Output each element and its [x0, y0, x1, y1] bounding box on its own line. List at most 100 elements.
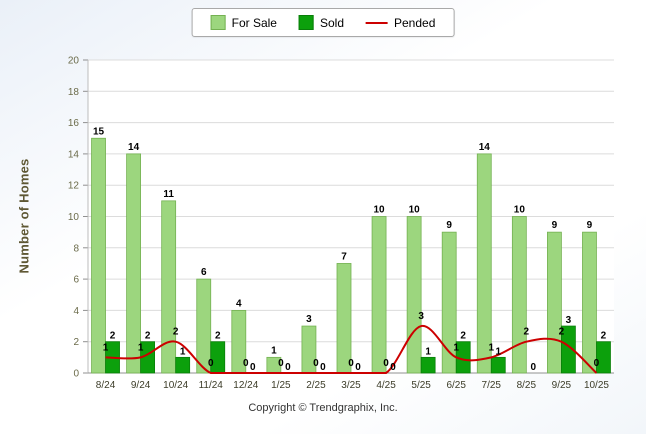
chart-canvas: 0246810121416182015218/2414219/24111210/…: [68, 56, 614, 391]
x-tick-label: 9/24: [131, 380, 151, 391]
y-tick-label: 0: [73, 369, 79, 380]
sold-value-label: 2: [215, 331, 221, 342]
sold-value-label: 0: [355, 362, 361, 373]
x-tick-label: 7/25: [482, 380, 502, 391]
pended-value-label: 0: [594, 358, 600, 369]
for-sale-bar: [476, 153, 492, 374]
x-tick-label: 11/24: [199, 380, 224, 391]
x-tick-label: 4/25: [376, 380, 396, 391]
pended-value-label: 0: [383, 358, 389, 369]
for-sale-value-label: 6: [201, 267, 207, 278]
for-sale-value-label: 1: [271, 345, 277, 356]
pended-value-label: 0: [208, 358, 214, 369]
sold-value-label: 0: [390, 362, 396, 373]
y-tick-label: 20: [68, 56, 80, 67]
for-sale-bar: [406, 216, 422, 374]
sold-value-label: 2: [601, 331, 607, 342]
sold-bar: [561, 325, 576, 374]
x-tick-label: 12/24: [233, 380, 258, 391]
pended-value-label: 1: [488, 342, 494, 353]
y-tick-label: 18: [68, 87, 80, 98]
pended-value-label: 1: [138, 342, 144, 353]
for-sale-value-label: 9: [587, 220, 593, 231]
sold-bar: [596, 341, 611, 374]
pended-value-label: 2: [524, 327, 530, 338]
for-sale-value-label: 9: [552, 220, 558, 231]
for-sale-bar: [91, 137, 106, 374]
sold-value-label: 2: [145, 331, 151, 342]
copyright-text: Copyright © Trendgraphix, Inc.: [248, 402, 398, 414]
for-sale-value-label: 4: [236, 298, 242, 309]
x-tick-label: 10/24: [163, 380, 188, 391]
y-tick-label: 6: [73, 275, 79, 286]
y-tick-label: 16: [68, 118, 80, 129]
x-tick-label: 6/25: [446, 380, 466, 391]
pended-line-swatch-icon: [366, 21, 389, 24]
legend-item-for-sale: For Sale: [210, 15, 277, 30]
legend-label-pended: Pended: [394, 15, 436, 30]
for-sale-bar: [161, 200, 177, 374]
pended-value-label: 2: [559, 327, 565, 338]
sold-value-label: 1: [425, 346, 431, 357]
for-sale-swatch-icon: [210, 15, 226, 30]
pended-value-label: 0: [313, 358, 319, 369]
y-tick-label: 10: [68, 212, 80, 223]
pended-line: [105, 325, 598, 374]
sold-value-label: 0: [320, 362, 326, 373]
for-sale-bar: [196, 278, 212, 374]
for-sale-bar: [511, 216, 527, 374]
x-tick-label: 8/24: [96, 380, 116, 391]
y-tick-label: 12: [68, 181, 80, 192]
for-sale-value-label: 14: [128, 142, 140, 153]
pended-value-label: 0: [243, 358, 249, 369]
y-tick-label: 8: [73, 243, 79, 254]
for-sale-bar: [371, 216, 387, 374]
sold-value-label: 2: [460, 331, 466, 342]
for-sale-value-label: 10: [514, 205, 526, 216]
legend-item-pended: Pended: [366, 16, 435, 30]
for-sale-bar: [441, 231, 457, 374]
legend: For Sale Sold Pended: [191, 8, 455, 37]
pended-value-label: 0: [348, 358, 354, 369]
pended-value-label: 3: [418, 311, 424, 322]
sold-value-label: 0: [531, 362, 537, 373]
x-tick-label: 1/25: [271, 380, 291, 391]
y-axis-title: Number of Homes: [16, 158, 32, 274]
sold-bar: [175, 356, 191, 374]
sold-value-label: 1: [495, 346, 501, 357]
for-sale-value-label: 10: [374, 205, 386, 216]
for-sale-value-label: 10: [409, 205, 421, 216]
x-tick-label: 9/25: [552, 380, 572, 391]
x-tick-label: 8/25: [517, 380, 537, 391]
for-sale-value-label: 15: [93, 126, 105, 137]
legend-label-sold: Sold: [319, 15, 345, 30]
for-sale-bar: [126, 153, 141, 374]
for-sale-bar: [582, 231, 597, 374]
for-sale-value-label: 14: [479, 142, 491, 153]
sold-bar: [490, 356, 506, 374]
y-tick-label: 14: [68, 149, 80, 160]
sold-value-label: 2: [110, 331, 116, 342]
sold-swatch-icon: [298, 15, 314, 30]
pended-value-label: 1: [453, 342, 459, 353]
x-tick-label: 2/25: [306, 380, 326, 391]
sold-value-label: 3: [566, 315, 572, 326]
for-sale-bar: [547, 231, 562, 374]
for-sale-value-label: 7: [341, 251, 347, 262]
x-tick-label: 3/25: [341, 380, 361, 391]
sold-bar: [420, 356, 436, 374]
legend-label-for-sale: For Sale: [231, 15, 277, 30]
legend-item-sold: Sold: [298, 15, 345, 30]
for-sale-value-label: 9: [446, 220, 452, 231]
y-tick-label: 4: [73, 306, 79, 317]
y-tick-label: 2: [73, 337, 79, 348]
for-sale-value-label: 11: [163, 189, 174, 200]
x-tick-label: 10/25: [584, 380, 609, 391]
sold-value-label: 0: [285, 362, 291, 373]
sold-value-label: 0: [250, 362, 256, 373]
pended-value-label: 1: [103, 342, 109, 353]
pended-value-label: 2: [173, 327, 179, 338]
pended-value-label: 0: [278, 358, 284, 369]
sold-value-label: 1: [180, 346, 186, 357]
